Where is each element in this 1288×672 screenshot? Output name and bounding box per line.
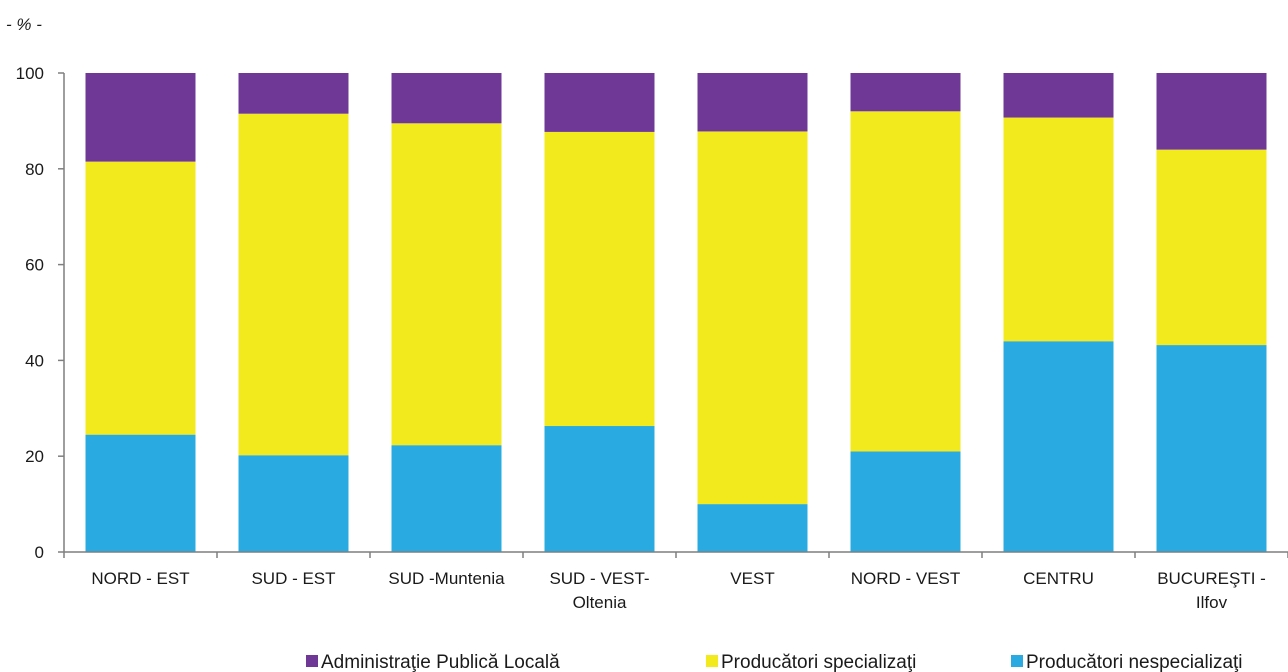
- y-tick-label: 0: [35, 543, 44, 562]
- bar-segment-1-7: [1003, 341, 1114, 552]
- y-tick-label: 100: [16, 64, 44, 83]
- bar-segment-2-8: [1156, 149, 1267, 346]
- legend: Administraţie Publică Locală Producători …: [306, 652, 1243, 672]
- bars-group: [85, 73, 1267, 552]
- bar-segment-3-3: [391, 73, 502, 124]
- bar-segment-1-8: [1156, 345, 1267, 552]
- bar-segment-2-2: [238, 113, 349, 456]
- bar-segment-1-2: [238, 455, 349, 552]
- legend-label-2: Producători specializaţi: [721, 652, 916, 672]
- y-tick-label: 60: [25, 256, 44, 275]
- bar-segment-3-2: [238, 73, 349, 114]
- y-tick-label: 20: [25, 447, 44, 466]
- legend-swatch-2: [706, 655, 718, 667]
- bar-segment-2-6: [850, 111, 961, 452]
- bar-segment-3-6: [850, 73, 961, 112]
- x-tick-label: CENTRU: [1023, 569, 1094, 588]
- y-tick-label: 40: [25, 351, 44, 370]
- x-tick-label: VEST: [730, 569, 774, 588]
- bar-segment-2-7: [1003, 117, 1114, 342]
- bar-segment-1-4: [544, 426, 655, 552]
- bar-segment-1-3: [391, 445, 502, 552]
- bar-segment-3-8: [1156, 73, 1267, 150]
- legend-swatch-3: [1011, 655, 1023, 667]
- bar-segment-3-7: [1003, 73, 1114, 118]
- x-tick-label: BUCUREŞTI -Ilfov: [1157, 569, 1266, 612]
- x-tick-label: SUD -Muntenia: [388, 569, 505, 588]
- bar-segment-2-4: [544, 131, 655, 427]
- bar-segment-2-3: [391, 123, 502, 446]
- bar-segment-1-6: [850, 451, 961, 552]
- x-tick-label: SUD - VEST-Oltenia: [549, 569, 649, 612]
- bar-segment-2-1: [85, 161, 196, 435]
- bar-segment-3-5: [697, 73, 808, 132]
- bar-segment-3-1: [85, 73, 196, 162]
- bar-segment-2-5: [697, 131, 808, 505]
- y-unit-label: - % -: [6, 15, 42, 34]
- x-tick-label: NORD - VEST: [851, 569, 961, 588]
- bar-segment-1-5: [697, 504, 808, 552]
- x-tick-label: NORD - EST: [91, 569, 189, 588]
- legend-label-1: Administraţie Publică Locală: [321, 652, 560, 672]
- bar-segment-1-1: [85, 434, 196, 552]
- axes-group: 0 20 40 60 80 100 NORD - EST SUD - EST SUD -Munt…: [16, 64, 1288, 612]
- bar-segment-3-4: [544, 73, 655, 132]
- legend-label-3: Producători nespecializaţi: [1026, 652, 1243, 672]
- y-tick-label: 80: [25, 160, 44, 179]
- legend-swatch-1: [306, 655, 318, 667]
- x-tick-label: SUD - EST: [251, 569, 335, 588]
